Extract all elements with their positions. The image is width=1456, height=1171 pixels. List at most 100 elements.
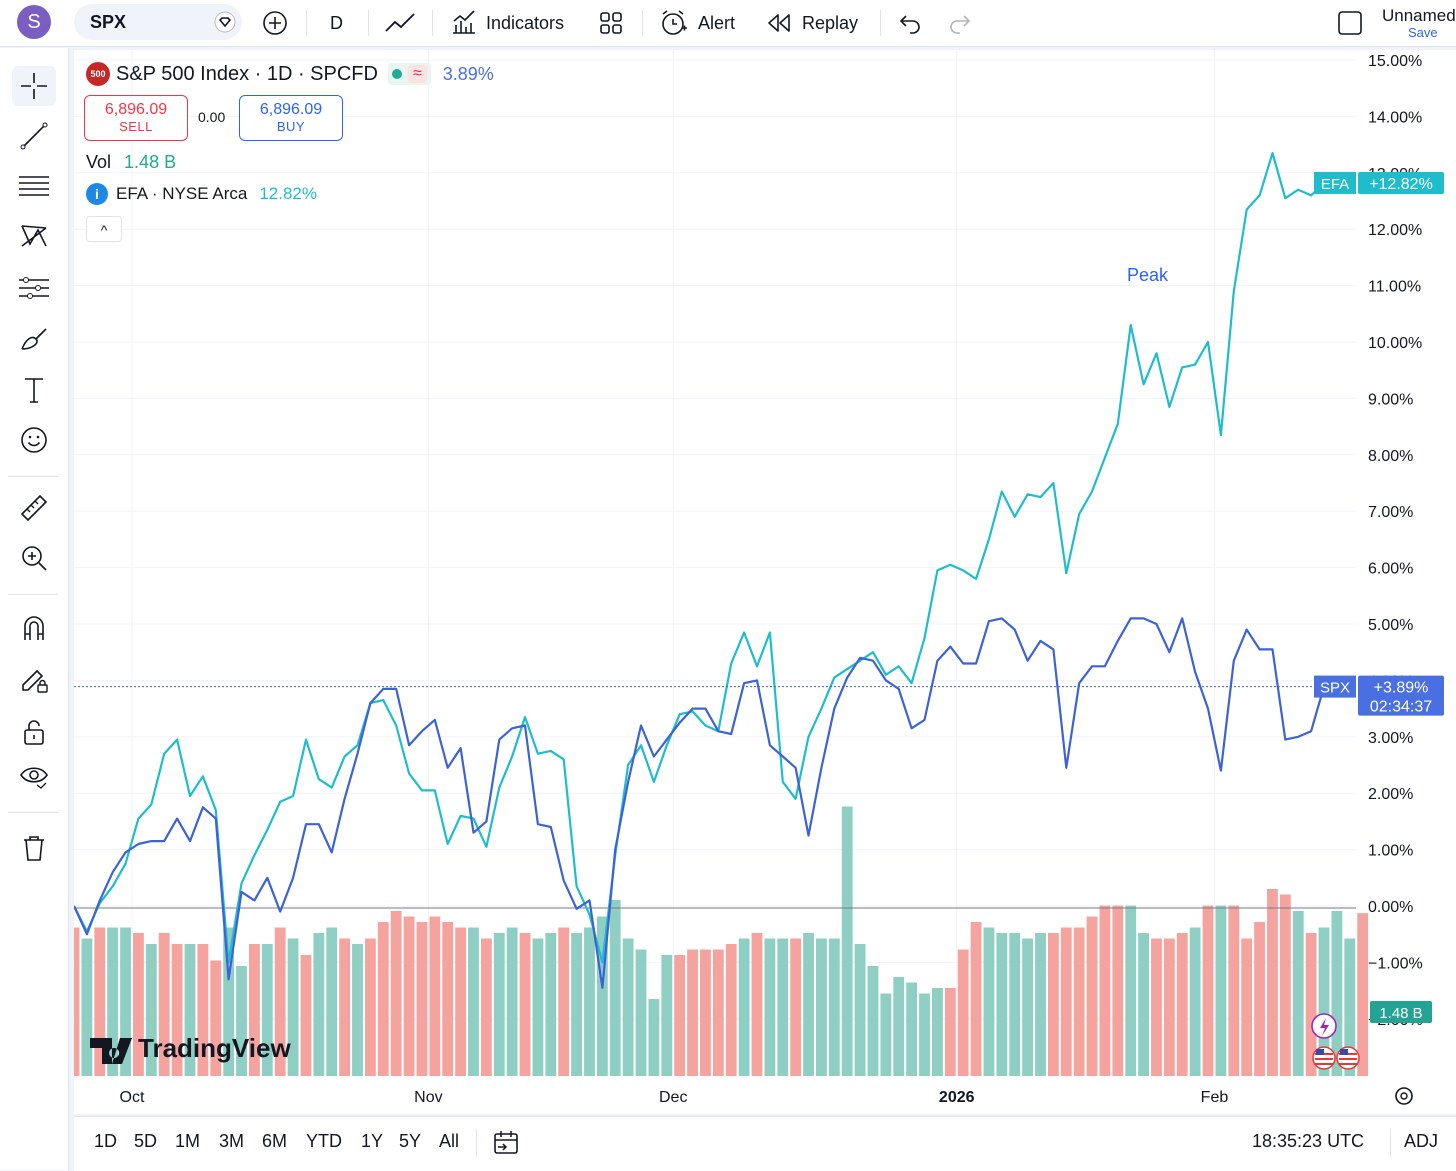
collapse-legend-button[interactable]: ^ — [86, 216, 122, 242]
y-tick-label: 14.00% — [1368, 109, 1422, 126]
range-3m[interactable]: 3M — [219, 1131, 245, 1151]
go-to-date-icon[interactable] — [492, 1129, 520, 1157]
y-tick-label: 6.00% — [1368, 561, 1413, 578]
delayed-icon: ≈ — [407, 65, 427, 83]
volume-legend[interactable]: Vol 1.48 B — [86, 152, 176, 173]
volume-bar — [1357, 913, 1369, 1076]
legend-change: 3.89% — [442, 63, 494, 84]
volume-bar — [790, 938, 802, 1076]
alert-clock-icon — [662, 10, 687, 35]
measure-tool[interactable] — [12, 488, 56, 528]
axis-settings-icon[interactable] — [1395, 1087, 1413, 1105]
volume-bar — [1099, 905, 1111, 1076]
y-tick-label: 7.00% — [1368, 504, 1413, 521]
indicators-icon — [453, 10, 475, 34]
range-1m[interactable]: 1M — [175, 1131, 201, 1151]
volume-bar — [712, 949, 724, 1076]
text-icon — [25, 378, 43, 403]
crosshair-tool[interactable] — [12, 66, 56, 106]
chart-area[interactable]: 15.00%14.00%13.00%12.00%11.00%10.00%9.00… — [74, 50, 1456, 1114]
spx-line — [74, 617, 1326, 989]
remove-drawings-tool[interactable] — [12, 828, 56, 868]
volume-bar — [94, 927, 106, 1076]
volume-bar — [403, 916, 415, 1076]
symbol-search[interactable]: SPX — [74, 4, 242, 40]
watermark-text: TradingView — [138, 1033, 291, 1063]
range-5d[interactable]: 5D — [134, 1131, 158, 1151]
volume-bar — [687, 949, 698, 1076]
range-1d[interactable]: 1D — [94, 1131, 118, 1151]
emoji-tool[interactable] — [12, 420, 56, 460]
volume-bar — [1292, 911, 1304, 1076]
volume-bar — [184, 944, 196, 1076]
volume-bar — [249, 944, 260, 1076]
redo-icon[interactable] — [948, 12, 972, 34]
compare-add-icon[interactable] — [262, 10, 288, 36]
alert-button[interactable]: Alert — [698, 12, 736, 33]
volume-bar — [1241, 938, 1253, 1076]
trend-line-tool[interactable] — [12, 116, 56, 156]
utc-clock[interactable]: 18:35:23 UTC — [1252, 1131, 1365, 1151]
save-link[interactable]: Save — [1408, 25, 1438, 40]
lock-tool[interactable] — [12, 712, 56, 752]
visibility-tool[interactable] — [12, 756, 56, 796]
chart-type-icon[interactable] — [384, 11, 416, 35]
magnet-icon — [24, 616, 44, 640]
magnet-tool[interactable] — [12, 608, 56, 648]
volume-bar — [970, 922, 982, 1076]
diamond-add-icon[interactable] — [214, 11, 236, 33]
lock-drawings-tool[interactable] — [12, 660, 56, 700]
compare-symbol: EFA · NYSE Arca — [116, 184, 248, 203]
legend-title[interactable]: S&P 500 Index · 1D · SPCFD — [116, 62, 378, 85]
zoom-tool[interactable] — [12, 538, 56, 578]
text-tool[interactable] — [12, 370, 56, 410]
volume-bar — [442, 922, 454, 1076]
user-avatar[interactable]: S — [17, 5, 51, 39]
undo-icon[interactable] — [898, 12, 922, 34]
buy-button[interactable]: 6,896.09 BUY — [239, 95, 343, 141]
volume-bar — [584, 927, 595, 1076]
pattern-tool[interactable] — [12, 216, 56, 256]
us-flag-icon — [1312, 1046, 1360, 1070]
volume-bar — [1331, 911, 1343, 1076]
compare-legend[interactable]: i EFA · NYSE Arca 12.82% — [86, 183, 317, 205]
volume-bar — [1189, 927, 1201, 1076]
market-status-badge[interactable]: ≈ — [387, 63, 431, 85]
range-6m[interactable]: 6M — [262, 1131, 288, 1151]
volume-bar — [519, 933, 531, 1076]
y-tick-label: 5.00% — [1368, 617, 1413, 634]
sell-button[interactable]: 6,896.09 SELL — [84, 95, 188, 141]
series-lines — [74, 152, 1356, 989]
volume-bar — [1047, 933, 1059, 1076]
layout-name[interactable]: Unnamed — [1382, 6, 1456, 25]
volume-bar — [377, 922, 389, 1076]
volume-bar — [339, 938, 351, 1076]
range-all[interactable]: All — [439, 1131, 460, 1151]
volume-bar — [1279, 894, 1291, 1076]
layout-grid-icon[interactable] — [600, 12, 622, 34]
x-axis: Oct Nov Dec 2026 Feb — [120, 1089, 1229, 1106]
range-1y[interactable]: 1Y — [361, 1131, 384, 1151]
zoom-in-icon — [22, 546, 47, 571]
volume-bar — [1176, 933, 1188, 1076]
indicators-button[interactable]: Indicators — [486, 12, 565, 33]
volume-bar — [854, 944, 866, 1076]
volume-bar — [1151, 938, 1162, 1076]
range-5y[interactable]: 5Y — [399, 1131, 422, 1151]
volume-bar — [1073, 927, 1085, 1076]
volume-bar — [545, 933, 557, 1076]
range-ytd[interactable]: YTD — [306, 1131, 342, 1151]
volume-bar — [635, 949, 647, 1076]
layout-checkbox-icon[interactable] — [1337, 10, 1363, 36]
bottom-toolbar: 1D 5D 1M 3M 6M YTD 1Y 5Y All 18:35:23 UT… — [74, 1116, 1456, 1171]
volume-bar — [1305, 933, 1317, 1076]
volume-bar — [1138, 933, 1149, 1076]
interval-button[interactable]: D — [330, 12, 343, 33]
volume-bar — [1254, 922, 1265, 1076]
projection-tool[interactable] — [12, 268, 56, 308]
replay-button[interactable]: Replay — [802, 12, 859, 33]
brush-tool[interactable] — [12, 320, 56, 360]
fib-tool[interactable] — [12, 166, 56, 206]
volume-bar — [674, 955, 686, 1076]
adj-toggle[interactable]: ADJ — [1404, 1131, 1439, 1151]
